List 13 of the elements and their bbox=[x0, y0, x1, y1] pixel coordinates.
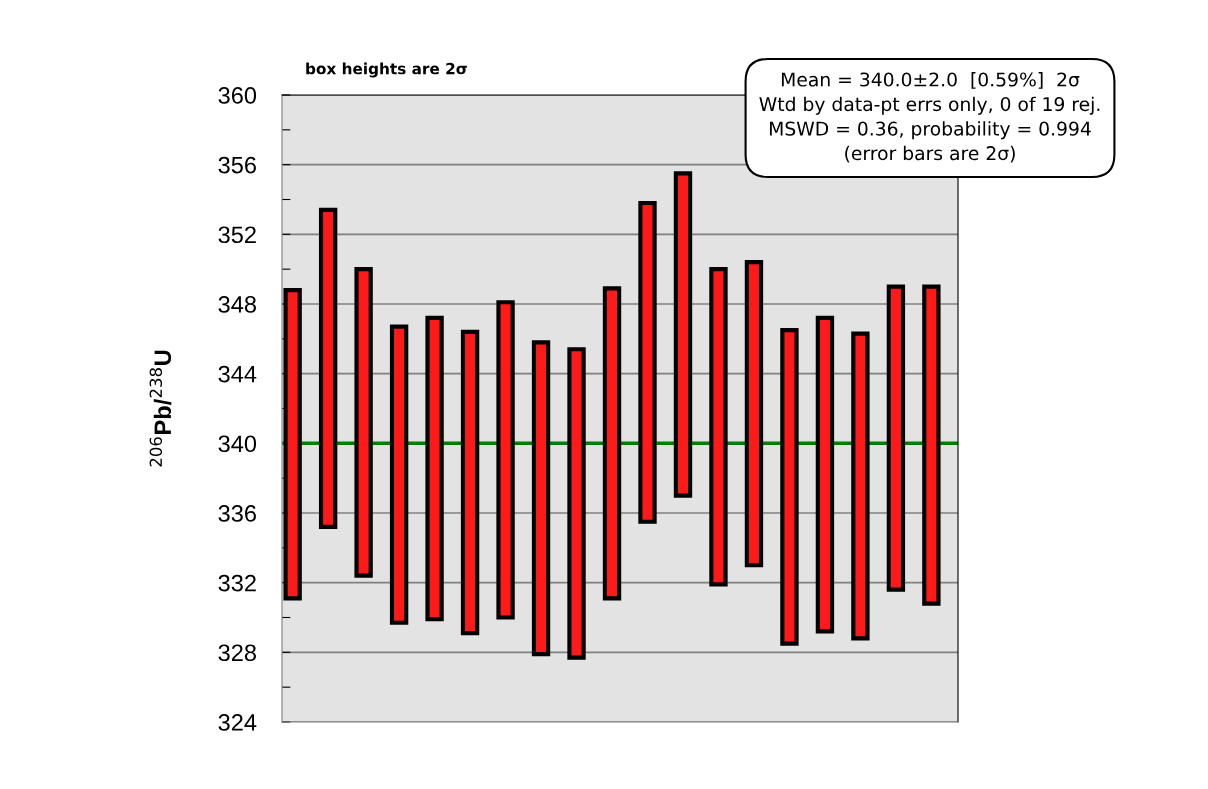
y-tick-label: 360 bbox=[218, 87, 257, 104]
y-tick-label: 348 bbox=[218, 296, 256, 313]
y-axis-title: $^{206}$Pb/$^{238}$U bbox=[149, 350, 172, 467]
y-tick-label: 356 bbox=[218, 156, 256, 174]
y-tick-label: 352 bbox=[218, 226, 256, 244]
y-tick-label: 324 bbox=[218, 714, 257, 731]
annotation: Mean = 340.0±2.0 [0.59%] 2σ Wtd by data-pt errs only, 0 of 19 rej. MSWD = 0.36, probability = 0.994 (error bars are 2σ) bbox=[759, 72, 1100, 163]
text: box heights are 2σ bbox=[306, 62, 467, 78]
y-tick-label: 336 bbox=[218, 505, 256, 522]
y-tick-label: 340 bbox=[218, 435, 257, 453]
y-tick-label: 344 bbox=[218, 365, 257, 383]
y-tick-label: 332 bbox=[218, 574, 256, 592]
y-tick-label: 328 bbox=[218, 644, 256, 662]
